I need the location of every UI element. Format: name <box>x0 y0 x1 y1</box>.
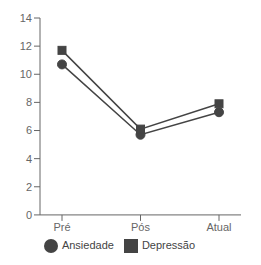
svg-text:8: 8 <box>26 96 32 108</box>
svg-text:Atual: Atual <box>206 221 231 233</box>
svg-text:14: 14 <box>20 12 32 24</box>
svg-text:Pós: Pós <box>131 221 150 233</box>
svg-text:0: 0 <box>26 209 32 221</box>
svg-text:10: 10 <box>20 68 32 80</box>
html-text:Depressão: Depressão <box>141 238 196 251</box>
svg-text:6: 6 <box>26 124 32 136</box>
svg-text:4: 4 <box>26 153 32 165</box>
svg-text:12: 12 <box>20 40 32 52</box>
svg-text:2: 2 <box>26 181 32 193</box>
html-text:Ansiedade: Ansiedade <box>61 238 114 251</box>
svg-text:Pré: Pré <box>53 221 70 233</box>
